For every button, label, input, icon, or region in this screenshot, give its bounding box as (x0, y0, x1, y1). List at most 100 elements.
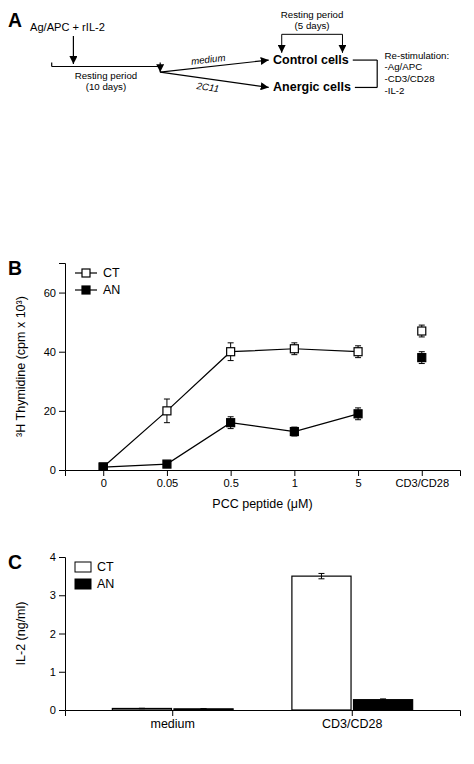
tick-mark (294, 470, 295, 476)
plot-area (112, 573, 412, 710)
error-bar (355, 408, 361, 420)
y-axis-title: ³H Thymidine (cpm x 10³) (14, 296, 28, 437)
error-bar (419, 352, 425, 364)
tick-mark (59, 352, 65, 353)
error-bar (318, 573, 324, 578)
tick-mark (59, 672, 65, 673)
y-tick: 3 (50, 589, 65, 601)
bar (354, 700, 413, 710)
series (112, 573, 351, 710)
diagram-line (52, 66, 161, 67)
diagram-arrow (342, 34, 343, 53)
error-bar (139, 708, 145, 709)
x-tick: medium (150, 710, 194, 731)
diagram-arrow (281, 34, 282, 53)
text-line: (10 days) (86, 81, 126, 92)
error-bar (291, 343, 297, 355)
tick-mark (59, 293, 65, 294)
series-line (103, 349, 358, 467)
x-axis-title: PCC peptide (μM) (212, 497, 312, 511)
tick-mark (172, 710, 173, 716)
bar-panel: C01234IL-2 (ng/ml)mediumCD3/CD28CTAN (8, 551, 461, 731)
error-bar (228, 417, 234, 429)
tick-mark (59, 557, 65, 558)
tick-mark (358, 470, 359, 476)
point (163, 407, 171, 415)
tick-label: 0.5 (223, 477, 238, 489)
x-tick: 0.05 (157, 470, 179, 489)
tick-mark (59, 710, 65, 711)
tick-mark (231, 470, 232, 476)
diagram-label: Resting period(5 days) (281, 9, 343, 32)
x-tick: 5 (355, 470, 361, 489)
error-bar (355, 346, 361, 358)
point (354, 348, 362, 356)
y-axis-title: IL-2 (ng/ml) (14, 602, 28, 666)
tick-label: CD3/CD28 (322, 717, 382, 731)
text-line: -Ag/APC (385, 61, 423, 72)
text-line: Resting period (281, 9, 343, 20)
diagram-line (160, 62, 161, 66)
series (174, 699, 413, 710)
tick-label: 0.05 (157, 477, 179, 489)
point (99, 463, 107, 470)
x-tick: 1 (292, 470, 298, 489)
series (99, 408, 362, 470)
error-bar (228, 343, 234, 361)
legend-label: AN (103, 283, 120, 297)
diagram-label: Control cells (273, 53, 349, 67)
tick-mark (59, 595, 65, 596)
bar (174, 709, 233, 710)
x-axis: 00.050.515CD3/CD28 (66, 470, 461, 489)
tick-label: 0 (50, 704, 56, 716)
legend-label: CT (97, 560, 114, 574)
diagram-label: Re-stimulation:-Ag/APC-CD3/CD28-IL-2 (385, 50, 450, 96)
point (290, 345, 298, 353)
series (418, 352, 426, 364)
panel-label: A (8, 9, 22, 31)
tick-label: 40 (44, 346, 56, 358)
series-line (103, 414, 358, 467)
point (99, 463, 107, 470)
tick-label: 2 (50, 628, 56, 640)
tick-mark (59, 634, 65, 635)
error-bar (201, 708, 207, 709)
legend-marker (82, 286, 90, 294)
tick-label: medium (150, 717, 194, 731)
legend-item: AN (75, 577, 114, 591)
point (418, 354, 426, 362)
plot-area (99, 325, 426, 470)
legend-marker (82, 269, 90, 277)
diagram-line (282, 34, 343, 35)
legend-swatch (75, 579, 91, 589)
tick-mark (59, 411, 65, 412)
tick-label: 5 (355, 477, 361, 489)
diagram-label: Ag/APC + rIL-2 (30, 21, 105, 33)
legend-swatch (75, 562, 91, 572)
y-tick: 0 (50, 704, 65, 716)
x-tick: CD3/CD28 (395, 470, 449, 489)
tick-mark (167, 470, 168, 476)
x-tick: CD3/CD28 (322, 710, 382, 731)
tick-label: 1 (292, 477, 298, 489)
y-axis: 0204060 (44, 264, 66, 477)
diagram-line (353, 59, 377, 60)
legend: CTAN (75, 266, 120, 297)
tick-label: 1 (50, 666, 56, 678)
text-line: (5 days) (295, 20, 330, 31)
point (354, 410, 362, 418)
tick-mark (422, 470, 423, 476)
point (290, 428, 298, 436)
panel-label: B (8, 257, 22, 279)
bar (292, 576, 351, 710)
tick-label: 4 (50, 551, 56, 563)
line-panel: B0204060³H Thymidine (cpm x 10³)00.050.5… (8, 257, 461, 511)
text-line: Ag/APC + rIL-2 (30, 21, 105, 33)
x-axis: medium CD3/CD28 (66, 710, 461, 731)
diagram-label: Anergic cells (273, 80, 351, 94)
diagram-label: Resting period(10 days) (75, 70, 137, 93)
y-tick: 0 (50, 464, 65, 476)
tick-label: CD3/CD28 (395, 477, 449, 489)
tick-mark (103, 470, 104, 476)
tick-mark (352, 710, 353, 716)
